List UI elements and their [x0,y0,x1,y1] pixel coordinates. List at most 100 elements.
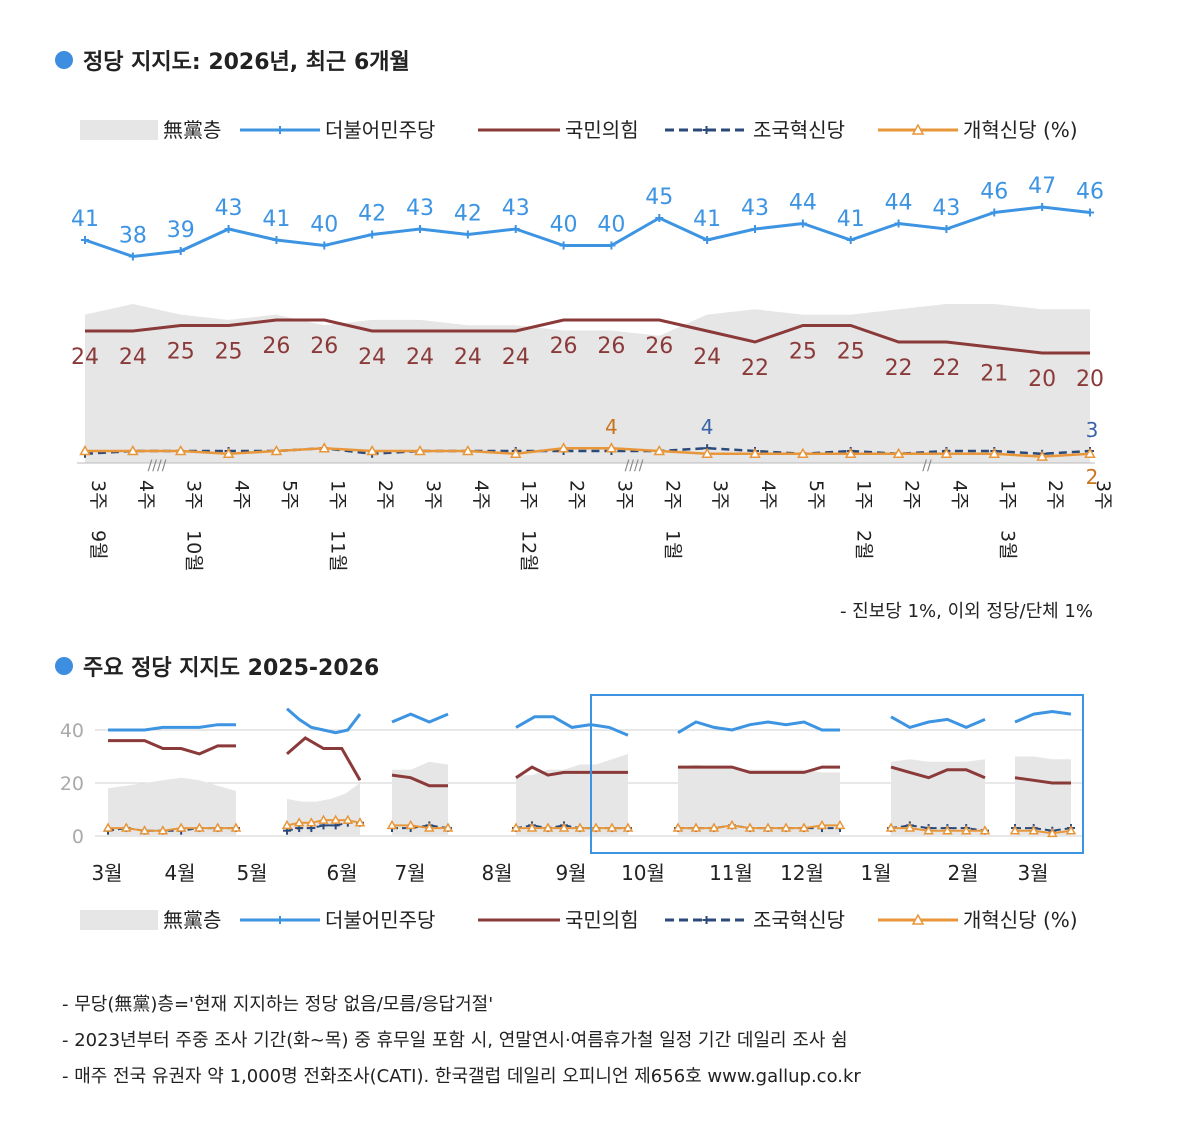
ppp-data-label: 24 [71,345,99,370]
month-tick-label: 10월 [183,530,205,572]
democratic-data-label: 43 [741,196,769,221]
reform-point [510,822,522,832]
democratic-data-label: 39 [167,218,195,243]
legend-rebuilding-label: 조국혁신당 [753,118,845,142]
reform-point [342,814,354,824]
chart1-x-axis: 3주 4주 3주 4주 5주 1주 2주 3주 4주 1주 2주 3주 2주 3주 4주 5주 1주 2주 4주 1주… [77,458,1114,572]
legend-ppp-label: 국민의힘 [565,908,639,932]
chart2-svg: 0 20 40 3월 4월 5월 6월 7월 8월 9월 10월 11월 12월 1월 2월 3월 無黨층 더… [60,694,1084,932]
week-tick-label: 3주 [709,480,731,510]
legend-rebuilding-label: 조국혁신당 [753,908,845,932]
week-tick-label: 5주 [805,480,827,510]
week-tick-label: 3주 [422,480,444,510]
reform-point [212,822,224,832]
ppp-data-label: 26 [645,334,673,359]
ppp-data-label: 25 [215,340,243,365]
reform-point [462,444,474,456]
democratic-data-label: 41 [262,207,290,232]
democratic-line-segment [108,723,236,732]
reform-point [701,447,713,459]
y-tick-label: 40 [60,720,84,742]
reform-point [330,814,341,824]
reform-point [230,822,242,832]
ppp-data-label: 24 [454,345,482,370]
reform-point [960,825,972,835]
month-axis-label: 10월 [621,861,665,885]
reform-point [102,822,114,832]
reform-point [558,822,570,832]
reform-point [606,822,618,832]
reform-point [175,822,187,832]
reform-point [270,444,283,456]
week-tick-label: 4주 [135,480,157,510]
reform-point [557,442,570,453]
nonpartisan-area-segment [1015,756,1071,836]
reform-point [306,817,317,827]
legend-reform-label: 개혁신당 (%) [963,118,1078,142]
chart2-title: 주요 정당 지지도 2025-2026 [83,656,380,681]
month-axis-label: 1월 [860,861,891,885]
democratic-line-segment [515,715,629,737]
week-tick-label: 2주 [1044,480,1066,510]
y-tick-label: 20 [60,773,84,795]
reform-point [942,825,953,835]
reform-point [979,825,991,835]
ppp-data-label: 25 [167,340,195,365]
democratic-line-segment [391,712,449,724]
reform-point [442,822,454,832]
reform-point [780,822,792,832]
ppp-data-label: 21 [980,362,1008,387]
nonpartisan-area-segment [891,759,985,836]
ppp-data-label: 22 [741,356,769,381]
reform-point [526,822,538,832]
week-tick-label: 3주 [1092,480,1114,510]
reform-point [424,822,435,832]
week-tick-label: 1주 [853,480,875,510]
reform-point [386,819,398,830]
democratic-data-label: 42 [358,202,386,227]
democratic-data-label: 44 [789,191,817,216]
week-tick-label: 5주 [278,480,300,510]
nonpartisan-area-segment [108,777,236,836]
ppp-data-label: 24 [693,345,721,370]
chart1-title-row: 정당 지지도: 2026년, 최근 6개월 [55,44,410,76]
legend-ppp-label: 국민의힘 [565,118,639,142]
democratic-data-label: 42 [454,202,482,227]
reform-point [127,444,139,456]
rebuilding-line [84,446,1091,456]
democratic-line [84,205,1091,259]
reform-point [672,822,684,832]
democratic-line-segment [286,707,362,735]
legend-reform-marker [911,123,925,135]
reform-point [354,817,366,827]
nonpartisan-area [85,304,1090,463]
reform-point [590,822,602,832]
annotation-label: 4 [701,415,714,439]
footnote-2: - 2023년부터 주중 조사 기간(화~목) 중 휴무일 포함 시, 연말연시… [62,1030,848,1051]
nonpartisan-area-segment [392,761,448,836]
reform-point [1009,825,1021,835]
month-axis-label: 7월 [394,861,425,885]
chart2-x-axis: 3월 4월 5월 6월 7월 8월 9월 10월 11월 12월 1월 2월 3월 [91,861,1048,885]
ppp-data-label: 20 [1076,367,1104,392]
ppp-data-label: 24 [119,345,147,370]
reform-point [542,822,554,832]
chart2-lines [102,707,1077,838]
ppp-data-label: 25 [789,340,817,365]
reform-point [816,819,828,830]
democratic-line-segment [677,720,840,734]
reform-point [318,814,329,824]
democratic-data-label: 43 [215,196,243,221]
month-axis-label: 5월 [236,861,267,885]
ppp-line-segment [391,773,448,788]
reform-point [844,447,857,459]
ppp-data-label: 25 [837,340,865,365]
footnote-1: - 무당(無黨)층='현재 지지하는 정당 없음/모름/응답거절' [62,994,494,1015]
chart1-title: 정당 지지도: 2026년, 최근 6개월 [83,50,410,75]
month-axis-label: 9월 [555,861,586,885]
week-tick-label: 4주 [470,480,492,510]
month-axis-label: 11월 [709,861,753,885]
reform-point [904,822,916,832]
